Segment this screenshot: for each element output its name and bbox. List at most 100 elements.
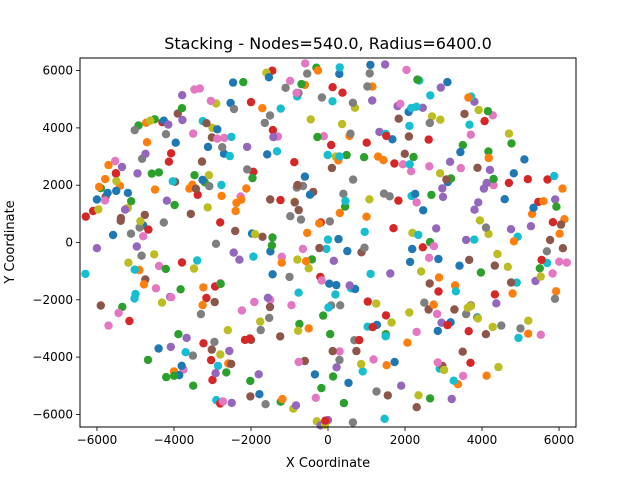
scatter-point xyxy=(207,356,215,364)
scatter-point xyxy=(380,189,388,197)
scatter-point xyxy=(104,321,112,329)
scatter-point xyxy=(430,300,438,308)
scatter-point xyxy=(167,293,175,301)
scatter-point xyxy=(189,351,197,359)
scatter-point xyxy=(507,278,515,286)
scatter-point xyxy=(94,205,102,213)
scatter-point xyxy=(459,348,467,356)
scatter-point xyxy=(268,241,276,249)
scatter-point xyxy=(231,207,239,215)
scatter-point xyxy=(295,206,303,214)
scatter-point xyxy=(382,311,390,319)
x-tick-label: 0 xyxy=(324,433,332,447)
scatter-point xyxy=(273,147,281,155)
scatter-point xyxy=(292,89,300,97)
scatter-point xyxy=(482,223,490,231)
scatter-point xyxy=(465,121,473,129)
scatter-point xyxy=(264,294,272,302)
scatter-point xyxy=(189,129,197,137)
scatter-point xyxy=(199,283,207,291)
scatter-point xyxy=(81,270,89,278)
scatter-point xyxy=(293,255,301,263)
scatter-point xyxy=(276,332,284,340)
scatter-point xyxy=(412,103,420,111)
scatter-point xyxy=(305,324,313,332)
scatter-point xyxy=(440,366,448,374)
scatter-point xyxy=(491,261,499,269)
y-tick-label: 6000 xyxy=(42,64,73,78)
scatter-point xyxy=(548,269,556,277)
scatter-point xyxy=(256,317,264,325)
scatter-point xyxy=(430,242,438,250)
y-axis-label: Y Coordinate xyxy=(3,200,18,284)
scatter-point xyxy=(291,198,299,206)
scatter-point xyxy=(426,279,434,287)
scatter-point xyxy=(549,218,557,226)
scatter-point xyxy=(359,367,367,375)
scatter-point xyxy=(462,236,470,244)
scatter-point xyxy=(318,93,326,101)
scatter-point xyxy=(563,258,571,266)
scatter-point xyxy=(434,358,442,366)
scatter-point xyxy=(368,96,376,104)
scatter-point xyxy=(190,264,198,272)
scatter-point xyxy=(346,281,354,289)
scatter-point xyxy=(287,301,295,309)
scatter-point xyxy=(338,120,346,128)
scatter-point xyxy=(297,80,305,88)
scatter-point xyxy=(232,199,240,207)
scatter-point xyxy=(369,355,377,363)
scatter-point xyxy=(146,117,154,125)
scatter-point xyxy=(176,285,184,293)
x-tick-label: −2000 xyxy=(231,433,272,447)
scatter-point xyxy=(366,69,374,77)
scatter-point xyxy=(443,78,451,86)
scatter-point xyxy=(286,77,294,85)
scatter-point xyxy=(210,338,218,346)
scatter-point xyxy=(118,163,126,171)
scatter-point xyxy=(112,177,120,185)
scatter-point xyxy=(432,224,440,232)
y-tick-label: 2000 xyxy=(42,178,73,192)
scatter-point xyxy=(292,401,300,409)
scatter-point xyxy=(299,245,307,253)
scatter-point xyxy=(332,363,340,371)
scatter-point xyxy=(303,69,311,77)
scatter-point xyxy=(82,212,90,220)
scatter-point xyxy=(492,299,500,307)
scatter-point xyxy=(427,191,435,199)
scatter-point xyxy=(158,298,166,306)
scatter-point xyxy=(434,327,442,335)
scatter-point xyxy=(294,327,302,335)
scatter-point xyxy=(167,149,175,157)
scatter-point xyxy=(477,268,485,276)
scatter-point xyxy=(112,169,120,177)
scatter-point xyxy=(172,139,180,147)
scatter-point xyxy=(555,258,563,266)
scatter-point xyxy=(261,400,269,408)
scatter-point xyxy=(217,280,225,288)
scatter-point xyxy=(315,244,323,252)
scatter-point xyxy=(475,106,483,114)
scatter-point xyxy=(266,111,274,119)
scatter-point xyxy=(405,132,413,140)
scatter-point xyxy=(349,175,357,183)
scatter-point xyxy=(301,59,309,67)
scatter-point xyxy=(144,356,152,364)
scatter-point xyxy=(484,107,492,115)
scatter-point xyxy=(504,263,512,271)
scatter-point xyxy=(204,203,212,211)
scatter-point xyxy=(524,317,532,325)
scatter-point xyxy=(95,183,103,191)
scatter-point xyxy=(139,232,147,240)
scatter-point xyxy=(317,384,325,392)
scatter-point xyxy=(446,158,454,166)
x-tick-label: 2000 xyxy=(390,433,421,447)
scatter-point xyxy=(536,264,544,272)
scatter-point xyxy=(222,368,230,376)
scatter-point xyxy=(457,164,465,172)
scatter-point xyxy=(307,115,315,123)
scatter-point xyxy=(406,258,414,266)
scatter-point xyxy=(505,129,513,137)
